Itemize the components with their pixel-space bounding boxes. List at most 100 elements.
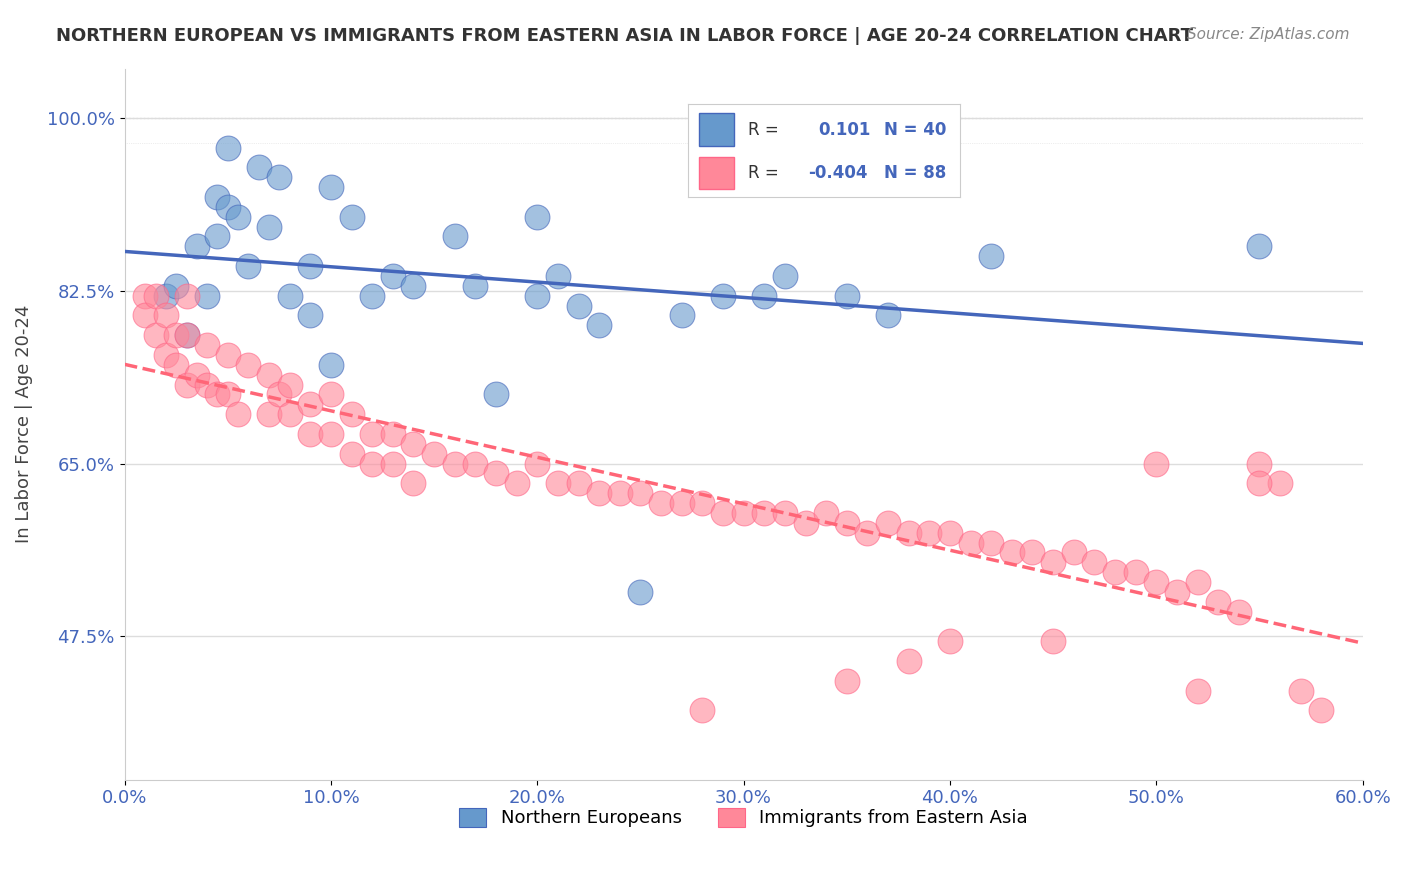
- Point: [630, 486, 652, 500]
- Point: [299, 259, 322, 273]
- Point: [1289, 683, 1312, 698]
- Point: [319, 387, 342, 401]
- Point: [195, 338, 218, 352]
- Point: [165, 328, 187, 343]
- Point: [877, 516, 900, 530]
- Point: [464, 278, 486, 293]
- Point: [247, 161, 270, 175]
- Point: [1021, 545, 1043, 559]
- Point: [897, 525, 920, 540]
- Point: [176, 377, 198, 392]
- Point: [547, 268, 569, 283]
- Point: [733, 506, 755, 520]
- Point: [134, 288, 156, 302]
- Point: [588, 318, 610, 333]
- Point: [1063, 545, 1085, 559]
- Point: [195, 377, 218, 392]
- Point: [217, 348, 239, 362]
- Point: [526, 210, 548, 224]
- Point: [381, 457, 404, 471]
- Point: [340, 210, 363, 224]
- Point: [402, 476, 425, 491]
- Point: [145, 328, 167, 343]
- Point: [815, 506, 838, 520]
- Point: [269, 170, 291, 185]
- Point: [423, 447, 446, 461]
- Point: [165, 358, 187, 372]
- Text: Source: ZipAtlas.com: Source: ZipAtlas.com: [1187, 27, 1350, 42]
- Point: [155, 288, 177, 302]
- Point: [1125, 565, 1147, 579]
- Point: [299, 397, 322, 411]
- Point: [238, 358, 260, 372]
- Point: [361, 457, 384, 471]
- Point: [526, 288, 548, 302]
- Point: [207, 387, 229, 401]
- Point: [526, 457, 548, 471]
- Point: [165, 278, 187, 293]
- Point: [319, 180, 342, 194]
- Point: [1144, 457, 1167, 471]
- Point: [186, 239, 208, 253]
- Point: [464, 457, 486, 471]
- Point: [340, 447, 363, 461]
- Point: [361, 426, 384, 441]
- Point: [402, 278, 425, 293]
- Point: [918, 525, 941, 540]
- Point: [1187, 683, 1209, 698]
- Point: [754, 288, 776, 302]
- Point: [269, 387, 291, 401]
- Point: [711, 506, 734, 520]
- Point: [257, 368, 280, 382]
- Point: [773, 506, 796, 520]
- Point: [630, 585, 652, 599]
- Point: [257, 407, 280, 421]
- Point: [226, 407, 249, 421]
- Point: [278, 377, 301, 392]
- Point: [794, 516, 817, 530]
- Point: [1083, 555, 1105, 569]
- Point: [835, 673, 858, 688]
- Point: [877, 309, 900, 323]
- Point: [1187, 575, 1209, 590]
- Point: [567, 299, 589, 313]
- Point: [754, 506, 776, 520]
- Point: [980, 535, 1002, 549]
- Point: [217, 387, 239, 401]
- Point: [1249, 239, 1271, 253]
- Point: [1227, 605, 1250, 619]
- Point: [257, 219, 280, 234]
- Point: [1268, 476, 1291, 491]
- Point: [361, 288, 384, 302]
- Point: [207, 229, 229, 244]
- Point: [340, 407, 363, 421]
- Point: [1042, 555, 1064, 569]
- Point: [1042, 634, 1064, 648]
- Point: [959, 535, 981, 549]
- Point: [1104, 565, 1126, 579]
- Point: [671, 309, 693, 323]
- Point: [835, 516, 858, 530]
- Point: [176, 288, 198, 302]
- Point: [609, 486, 631, 500]
- Point: [485, 467, 508, 481]
- Point: [155, 309, 177, 323]
- Point: [1144, 575, 1167, 590]
- Point: [1310, 704, 1333, 718]
- Point: [1166, 585, 1188, 599]
- Point: [835, 288, 858, 302]
- Point: [299, 426, 322, 441]
- Y-axis label: In Labor Force | Age 20-24: In Labor Force | Age 20-24: [15, 305, 32, 543]
- Point: [443, 457, 465, 471]
- Point: [939, 525, 962, 540]
- Point: [1001, 545, 1024, 559]
- Point: [1206, 595, 1229, 609]
- Point: [134, 309, 156, 323]
- Point: [278, 407, 301, 421]
- Point: [547, 476, 569, 491]
- Point: [155, 348, 177, 362]
- Point: [939, 634, 962, 648]
- Point: [897, 654, 920, 668]
- Point: [485, 387, 508, 401]
- Point: [856, 525, 879, 540]
